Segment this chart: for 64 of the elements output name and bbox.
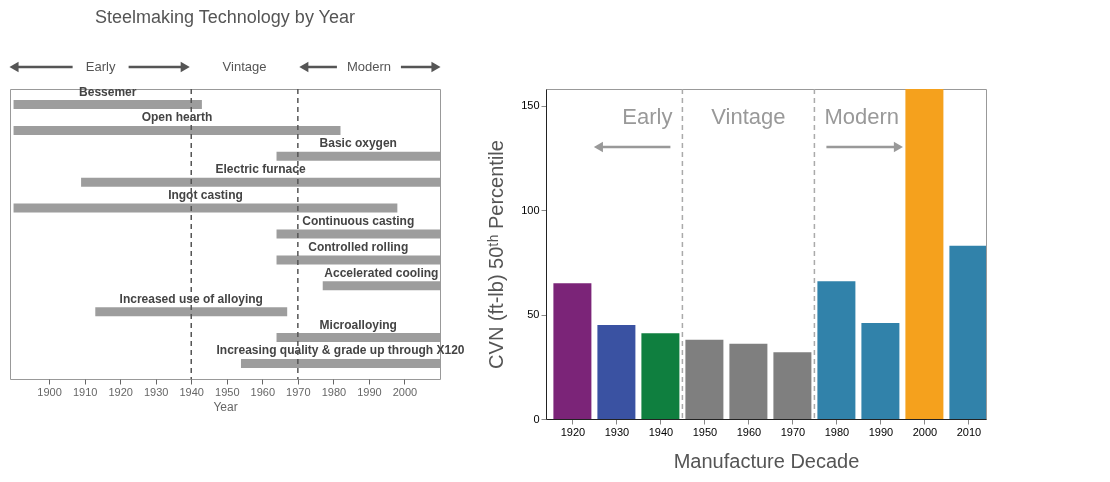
x-tick-label: 1940 (179, 385, 204, 398)
x-tick-label: 1920 (560, 425, 586, 438)
bar (13, 100, 202, 110)
bar (861, 322, 900, 419)
y-tick-label: 50 (527, 308, 540, 321)
y-tick-label: Microalloying (319, 317, 397, 332)
annotation: Vintage (711, 104, 786, 129)
bar (949, 245, 986, 419)
bar (553, 283, 592, 419)
bar (13, 203, 398, 213)
bar (276, 255, 440, 265)
x-tick-label: 2010 (956, 425, 982, 438)
y-tick-label: Increased use of alloying (119, 291, 263, 306)
x-tick-label: 1930 (604, 425, 630, 438)
x-axis-title: Year (213, 399, 238, 414)
x-tick-label: 1910 (72, 385, 98, 398)
text: Vintage (222, 59, 267, 74)
y-tick-label: Electric furnace (215, 162, 306, 177)
y-tick-label: Ingot casting (168, 188, 243, 203)
y-tick-label: Controlled rolling (308, 239, 409, 254)
bar (276, 229, 440, 239)
bar (641, 333, 680, 419)
x-tick-label: 2000 (392, 385, 418, 398)
x-tick-label: 1900 (37, 385, 62, 398)
bar (322, 281, 440, 291)
bar (13, 125, 341, 135)
x-tick-label: 1950 (692, 425, 718, 438)
x-tick-label: 2000 (912, 425, 938, 438)
bar (276, 333, 440, 343)
x-tick-label: 1950 (215, 385, 240, 398)
text: Modern (346, 59, 391, 74)
x-tick-label: 1980 (824, 425, 850, 438)
bar (276, 151, 440, 161)
chart-title: Steelmaking Technology by Year (95, 7, 355, 27)
bar (597, 325, 636, 419)
x-tick-label: 1930 (143, 385, 169, 398)
bar (905, 89, 944, 419)
annotation: Modern (824, 104, 899, 129)
x-tick-label: 1920 (108, 385, 133, 398)
y-tick-label: Open hearth (141, 110, 213, 125)
y-tick-label: Basic oxygen (319, 136, 397, 151)
y-tick-label: 100 (521, 203, 540, 216)
y-tick-label: 0 (533, 412, 540, 425)
x-tick-label: 1990 (357, 385, 382, 398)
x-tick-label: 1970 (780, 425, 806, 438)
y-tick-label: Continuous casting (302, 214, 415, 228)
x-tick-label: 1960 (736, 425, 762, 438)
annotation: Early (622, 104, 673, 129)
y-tick-label: Increasing quality & grade up through X120 (216, 343, 465, 358)
bar (81, 177, 440, 187)
x-axis-title: Manufacture Decade (673, 449, 860, 472)
y-tick-label: 150 (521, 99, 540, 112)
y-axis-title: CVN (ft-lb) 50ᵗʰ Percentile (485, 140, 508, 369)
y-tick-label: Accelerated cooling (324, 265, 439, 280)
bar (95, 307, 288, 317)
x-tick-label: 1990 (868, 425, 894, 438)
x-tick-label: 1940 (648, 425, 674, 438)
y-tick-label: Bessemer (79, 84, 137, 99)
x-tick-label: 1960 (250, 385, 276, 398)
x-tick-label: 1980 (321, 385, 347, 398)
bar (240, 358, 440, 368)
bar (817, 281, 856, 419)
x-tick-label: 1970 (286, 385, 311, 398)
text: Early (85, 59, 116, 74)
